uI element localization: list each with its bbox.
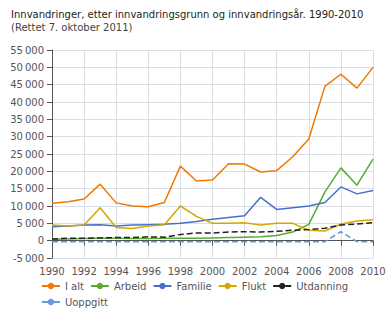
svg-text:-5 000: -5 000 xyxy=(13,253,44,264)
svg-text:30 000: 30 000 xyxy=(10,131,44,142)
svg-text:35 000: 35 000 xyxy=(10,114,44,125)
svg-text:40 000: 40 000 xyxy=(10,97,44,108)
svg-text:1990: 1990 xyxy=(39,266,64,277)
svg-text:I alt: I alt xyxy=(65,281,84,292)
svg-text:Flukt: Flukt xyxy=(242,281,267,292)
svg-text:2010: 2010 xyxy=(360,266,385,277)
svg-text:55 000: 55 000 xyxy=(10,45,44,56)
svg-text:15 000: 15 000 xyxy=(10,183,44,194)
svg-text:5 000: 5 000 xyxy=(17,218,44,229)
svg-text:50 000: 50 000 xyxy=(10,62,44,73)
svg-text:2004: 2004 xyxy=(264,266,289,277)
svg-text:Familie: Familie xyxy=(176,281,211,292)
svg-text:(Rettet 7. oktober 2011): (Rettet 7. oktober 2011) xyxy=(11,22,133,33)
svg-text:2002: 2002 xyxy=(232,266,257,277)
svg-text:Uoppgitt: Uoppgitt xyxy=(65,297,108,308)
svg-text:20 000: 20 000 xyxy=(10,166,44,177)
svg-text:1996: 1996 xyxy=(136,266,161,277)
svg-text:10 000: 10 000 xyxy=(10,201,44,212)
svg-text:1994: 1994 xyxy=(103,266,128,277)
svg-text:2008: 2008 xyxy=(328,266,353,277)
svg-text:45 000: 45 000 xyxy=(10,79,44,90)
svg-text:25 000: 25 000 xyxy=(10,149,44,160)
svg-text:1992: 1992 xyxy=(71,266,96,277)
svg-text:2000: 2000 xyxy=(200,266,225,277)
svg-text:Arbeid: Arbeid xyxy=(114,281,147,292)
svg-text:1998: 1998 xyxy=(168,266,193,277)
svg-text:2006: 2006 xyxy=(296,266,321,277)
svg-text:Innvandringer, etter innvandri: Innvandringer, etter innvandringsgrunn o… xyxy=(11,8,363,20)
svg-text:Utdanning: Utdanning xyxy=(296,281,348,292)
svg-text:0: 0 xyxy=(38,235,44,246)
